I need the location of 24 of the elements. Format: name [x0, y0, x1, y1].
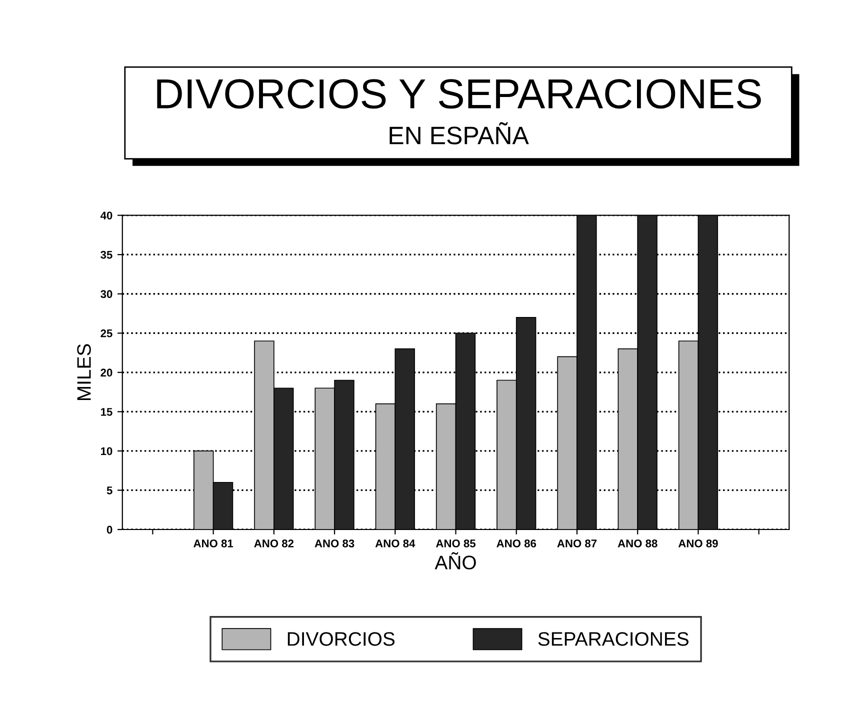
x-tick-label: ANO 85 [436, 540, 476, 548]
x-tick-label: ANO 88 [618, 540, 658, 548]
x-tick-label: ANO 82 [254, 540, 294, 548]
x-tick-label: ANO 87 [557, 540, 597, 548]
y-tick-label: 30 [100, 290, 112, 298]
x-tick-label: ANO 86 [496, 540, 536, 548]
x-tick-label: ANO 89 [678, 540, 718, 548]
chart-title: DIVORCIOS Y SEPARACIONES [157, 79, 761, 109]
x-tick-label: ANO 83 [314, 540, 354, 548]
x-axis-title: AÑO [434, 552, 476, 570]
y-tick-label: 40 [100, 212, 112, 220]
legend-label: SEPARACIONES [538, 632, 688, 646]
y-tick-label: 10 [101, 447, 112, 456]
y-tick-label: 5 [106, 486, 112, 494]
y-tick-label: 15 [101, 408, 112, 416]
x-tick-label: ANO 81 [194, 540, 234, 548]
chart-subtitle: EN ESPAÑA [390, 122, 529, 144]
y-axis-title: MILES [77, 344, 91, 400]
x-tick-label: ANO 84 [375, 540, 416, 548]
y-tick-label: 35 [100, 250, 112, 259]
y-tick-label: 25 [100, 329, 112, 338]
y-tick-label: 20 [100, 368, 112, 377]
legend-label: DIVORCIOS [288, 632, 395, 646]
y-tick-label: 0 [106, 526, 112, 534]
